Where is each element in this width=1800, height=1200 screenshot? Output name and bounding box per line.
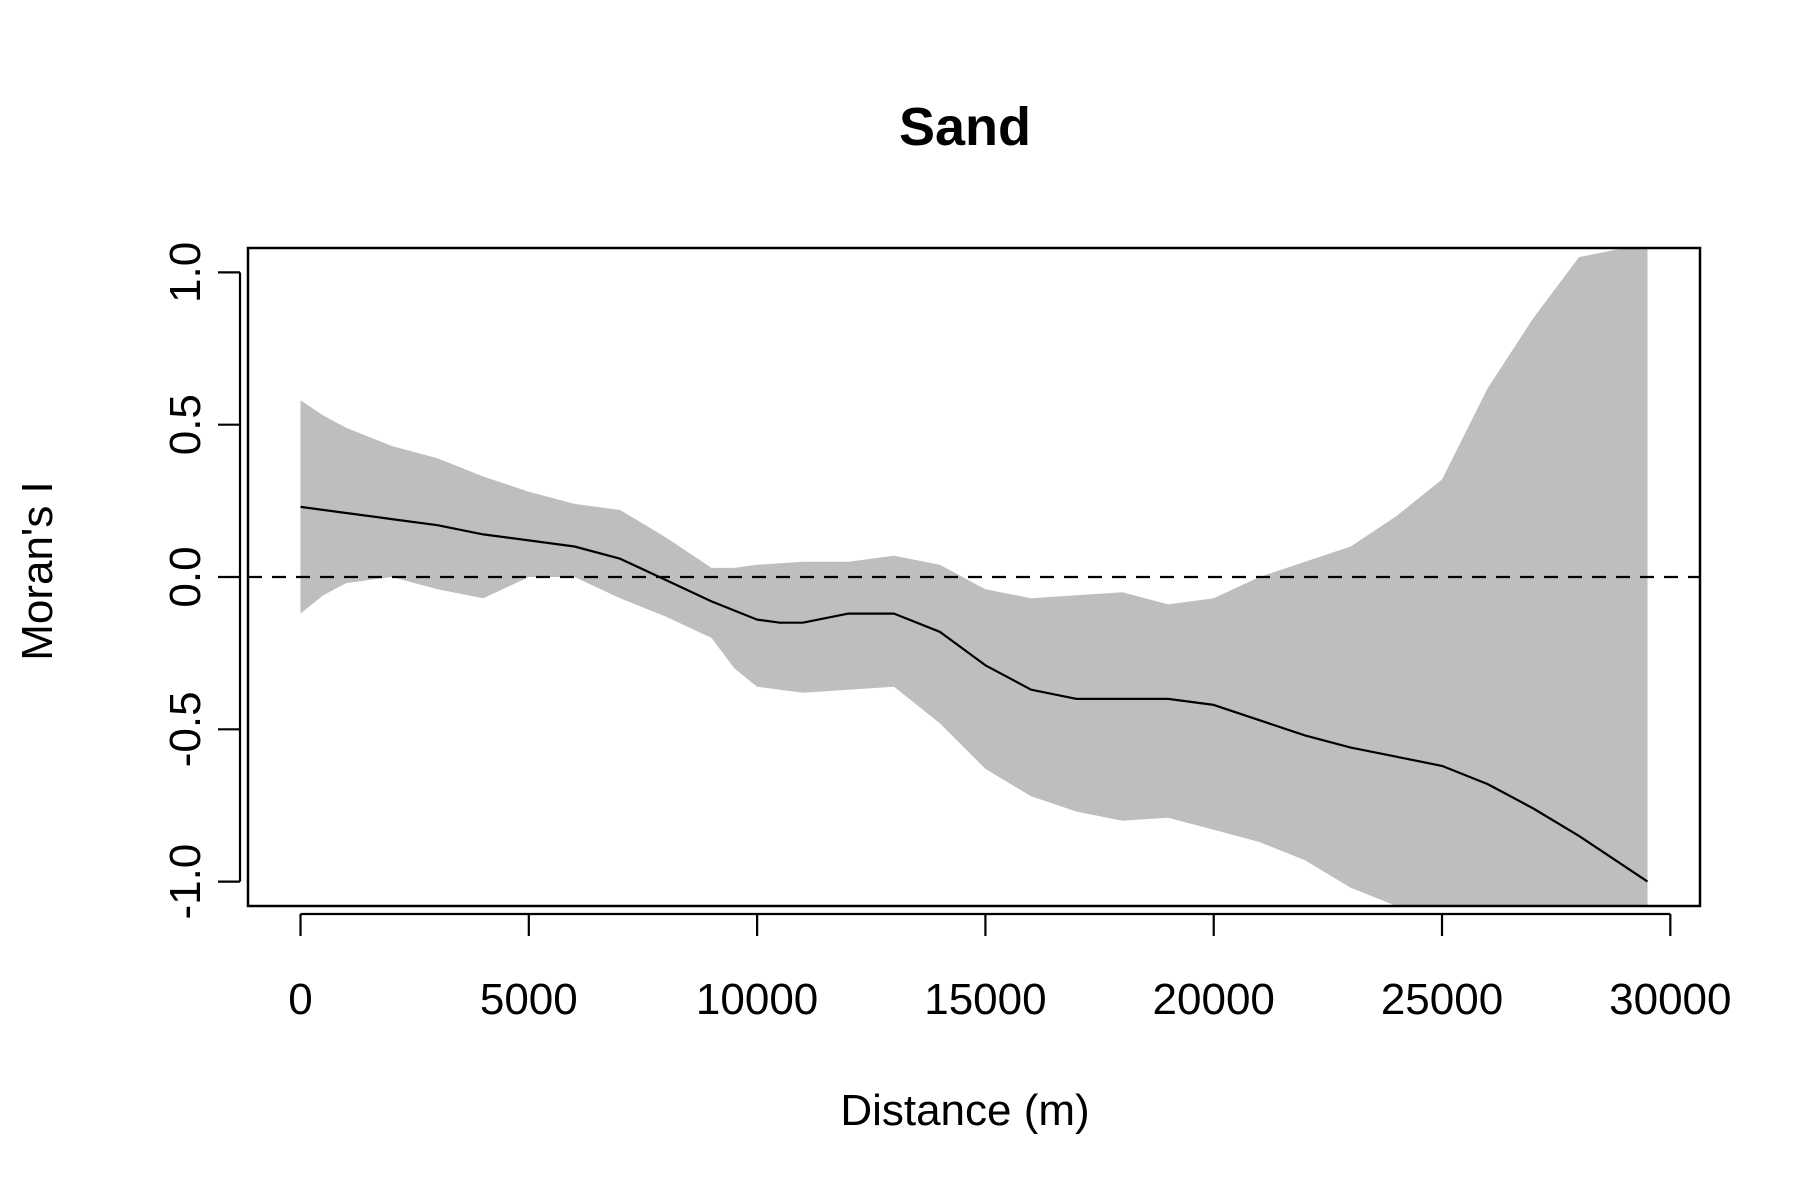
x-tick-label: 0 [288,975,312,1024]
y-tick-label: 0.5 [161,394,210,455]
y-tick-label: 0.0 [161,546,210,607]
chart-title: Sand [899,97,1031,157]
y-tick-label: -1.0 [161,844,210,920]
plot-frame [246,246,1702,908]
confidence-band [300,248,1648,906]
x-tick-label: 5000 [480,975,578,1024]
x-axis: 0 5000 10000 15000 20000 25000 30000 [288,912,1732,1024]
x-tick-label: 20000 [1153,975,1275,1024]
series-line-layer [300,505,1649,883]
x-tick-label: 30000 [1609,975,1731,1024]
x-tick-label: 10000 [696,975,818,1024]
y-axis-label: Moran's I [13,481,62,661]
y-tick-label: -0.5 [161,691,210,767]
x-tick-label: 25000 [1381,975,1503,1024]
confidence-band-layer [300,248,1648,906]
x-tick-label: 15000 [924,975,1046,1024]
x-axis-label: Distance (m) [840,1086,1089,1135]
y-axis: -1.0 -0.5 0.0 0.5 1.0 [161,242,242,920]
series-line-0 [300,505,1649,883]
y-tick-label: 1.0 [161,242,210,303]
